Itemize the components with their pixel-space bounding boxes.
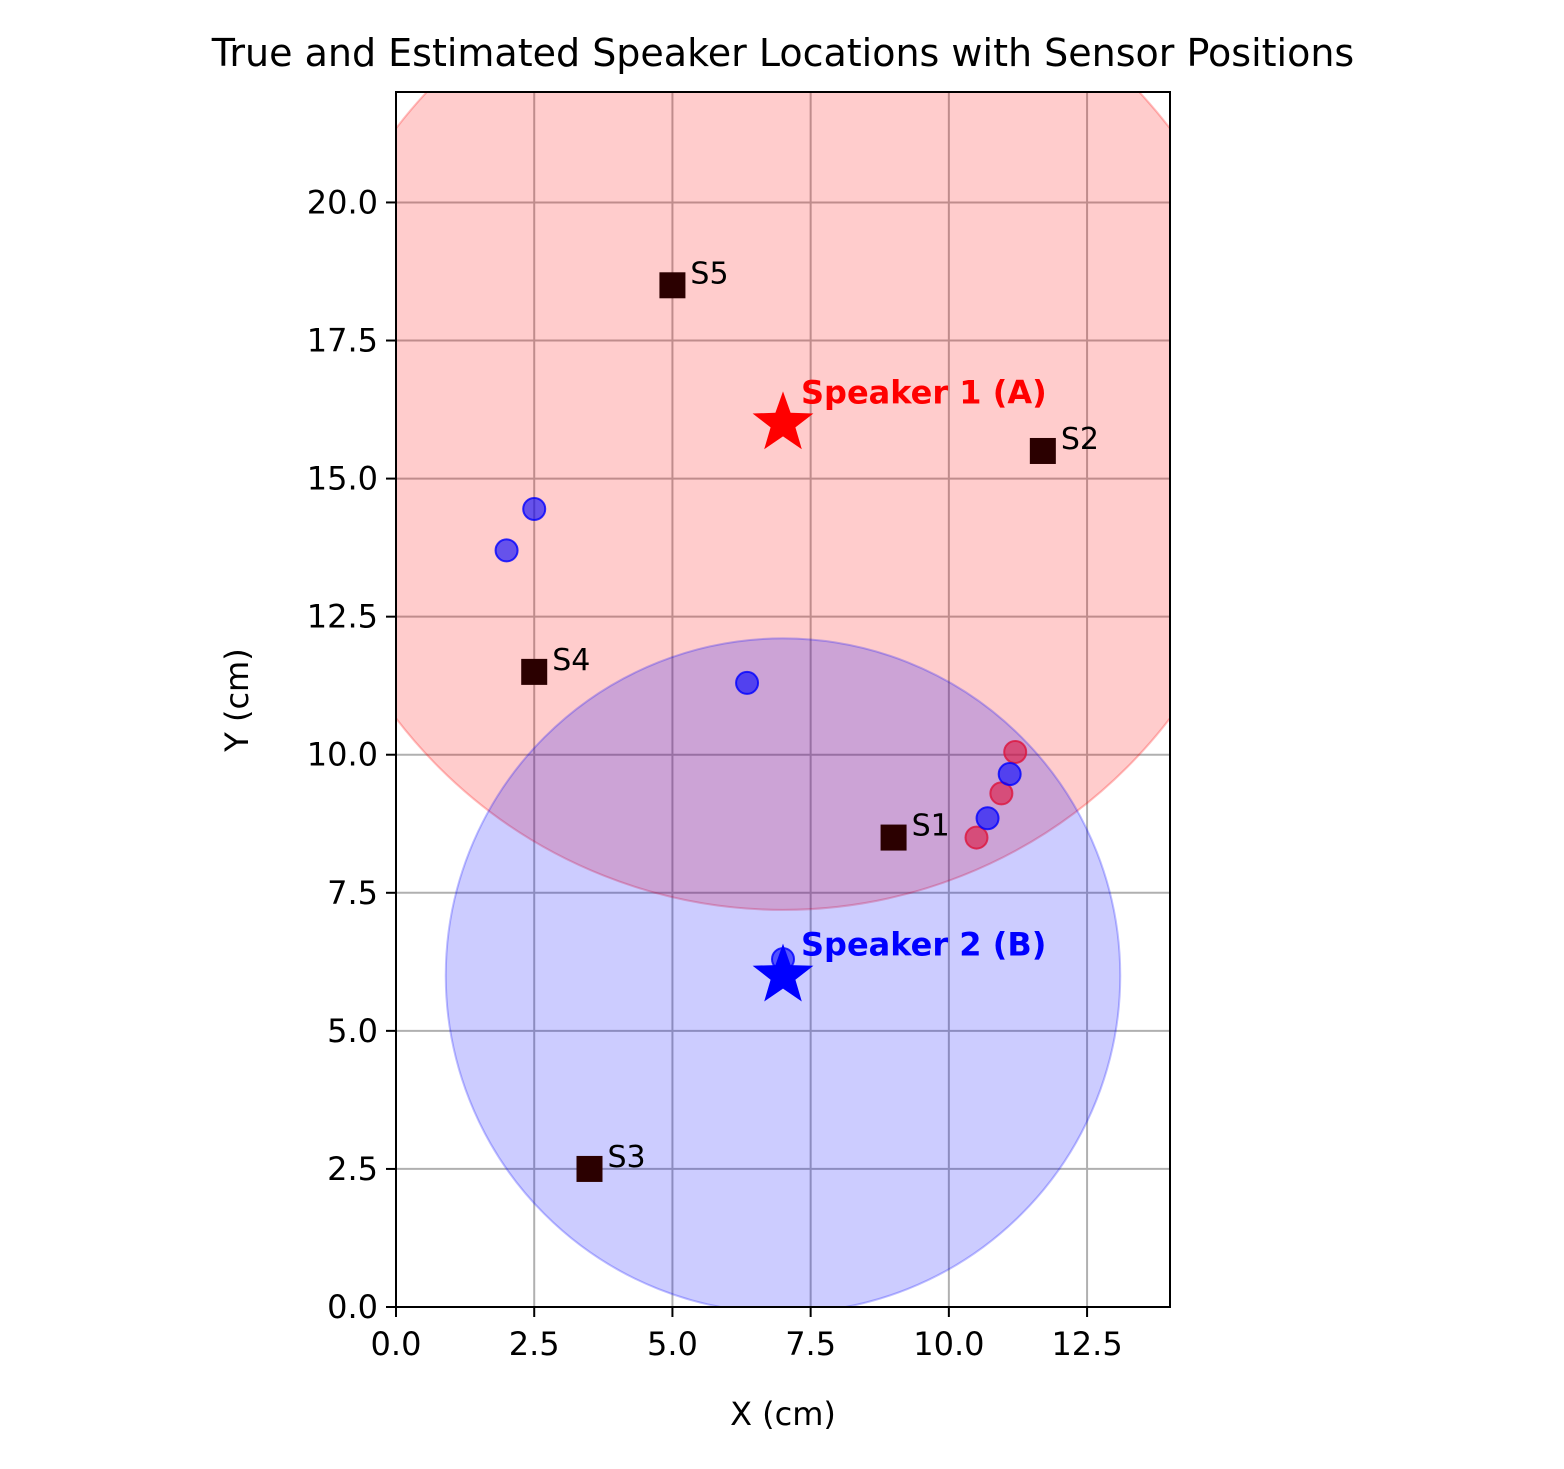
point-labels: S1 S2 S3 S4 S5 Speaker 1 (A) Speaker 2 (B) bbox=[552, 256, 1099, 1175]
speaker-1-true-location-star bbox=[752, 391, 814, 450]
y-tick-label: 15.0 bbox=[307, 460, 378, 498]
sensor-marker-s1 bbox=[880, 824, 907, 851]
speaker-2-label: Speaker 2 (B) bbox=[801, 926, 1046, 964]
y-tick-label: 20.0 bbox=[307, 183, 378, 221]
x-axis-label: X (cm) bbox=[730, 1395, 836, 1433]
sensor-label-s1: S1 bbox=[912, 809, 950, 844]
speaker-1-estimate-point bbox=[964, 825, 989, 850]
x-tick-label: 0.0 bbox=[371, 1325, 422, 1363]
coverage-circles bbox=[396, 92, 1170, 1307]
sensor-label-s4: S4 bbox=[552, 643, 590, 678]
speaker-2-estimate-point bbox=[997, 762, 1022, 787]
y-axis-label: Y (cm) bbox=[218, 648, 256, 752]
y-tick-label: 5.0 bbox=[327, 1012, 378, 1050]
speaker-1-label: Speaker 1 (A) bbox=[801, 373, 1047, 411]
sensor-marker-s3 bbox=[576, 1155, 603, 1182]
sensor-marker-s2 bbox=[1029, 437, 1056, 464]
x-tick-label: 2.5 bbox=[509, 1325, 560, 1363]
y-tick-label: 17.5 bbox=[307, 322, 378, 360]
sensor-label-s2: S2 bbox=[1061, 422, 1099, 457]
x-tick-label: 7.5 bbox=[785, 1325, 836, 1363]
sensor-label-s5: S5 bbox=[690, 256, 728, 291]
y-tick-label: 10.0 bbox=[307, 736, 378, 774]
y-tick-label: 0.0 bbox=[327, 1288, 378, 1326]
y-tick-label: 12.5 bbox=[307, 598, 378, 636]
x-tick-label: 5.0 bbox=[647, 1325, 698, 1363]
sensor-marker-s5 bbox=[659, 272, 686, 299]
speaker-2-estimate-point bbox=[494, 538, 519, 563]
plot-frame bbox=[395, 91, 1171, 1308]
speaker-2-true-location-star bbox=[752, 943, 814, 1002]
speaker-1-estimate-point bbox=[1003, 739, 1028, 764]
speaker-2-estimate-point bbox=[735, 670, 760, 695]
y-tick-label: 7.5 bbox=[327, 874, 378, 912]
x-tick-label: 12.5 bbox=[1051, 1325, 1122, 1363]
sensor-label-s3: S3 bbox=[608, 1140, 646, 1175]
sensor-marker-s4 bbox=[521, 658, 548, 685]
ticks: 0.0 2.5 5.0 7.5 10.0 12.5 0.0 2.5 5.0 7.5 10.0 12.5… bbox=[307, 183, 1123, 1363]
chart-title: True and Estimated Speaker Locations wit… bbox=[211, 31, 1354, 75]
marks bbox=[494, 272, 1056, 1182]
speaker-1-coverage-circle bbox=[396, 92, 1170, 911]
speaker-2-estimate-point bbox=[975, 806, 1000, 831]
y-tick-label: 2.5 bbox=[327, 1150, 378, 1188]
speaker-2-estimate-point bbox=[522, 496, 547, 521]
x-tick-label: 10.0 bbox=[913, 1325, 984, 1363]
grid bbox=[395, 92, 1170, 1308]
